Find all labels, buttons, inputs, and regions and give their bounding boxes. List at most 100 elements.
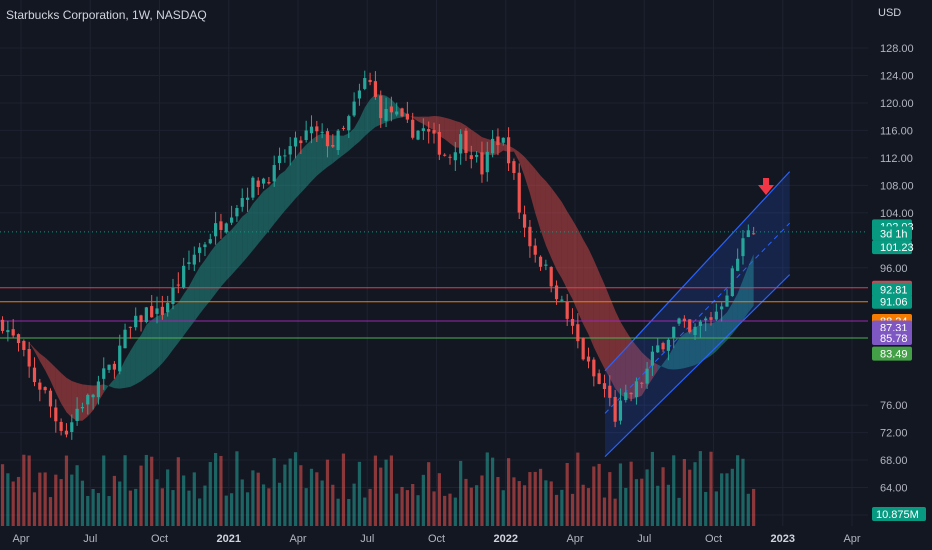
candle-body [86,394,90,405]
volume-bar [123,455,127,526]
candle-body [267,182,271,184]
candle-body [224,223,228,233]
ribbon-segment [679,333,685,370]
volume-bar [277,482,282,526]
volume-bar [730,468,734,526]
ribbon-segment [513,148,520,162]
volume-bar [357,461,362,526]
volume-bar [288,458,292,526]
ribbon-segment [748,254,754,313]
x-tick-label: Apr [289,533,306,545]
candle-body [48,390,53,407]
ribbon-segment [215,239,221,294]
candle-body [512,161,516,173]
volume-bar [27,455,31,526]
candle-body [229,217,234,223]
volume-bar [150,456,154,526]
volume-bar [75,465,79,526]
candle-body [251,177,255,198]
volume-bar [443,495,447,526]
volume-bar [208,462,212,526]
candle-body [150,306,154,318]
candle-body [192,254,196,265]
ribbon-segment [471,129,477,152]
candle-body [416,130,420,140]
candle-body [203,244,207,248]
volume-bar [512,477,516,526]
candle-body [171,287,175,304]
volume-bar [166,469,170,526]
volume-bar [283,464,287,526]
volume-bar [240,479,244,526]
candle-body [554,285,559,300]
candle-body [645,368,649,384]
ribbon-segment [247,203,253,257]
ribbon-segment [274,174,280,224]
candle-body [714,311,718,320]
volume-bar [112,475,116,526]
volume-bar [608,472,612,526]
volume-bar [411,483,415,526]
candle-body [693,326,697,336]
ribbon-segment [268,181,275,231]
candle-body [235,208,239,217]
candle-body [54,407,58,422]
candle-body [608,385,612,398]
x-tick-label: 2023 [771,533,795,545]
candle-body [240,198,244,207]
price-badge-label: 85.78 [880,333,908,345]
volume-bar [368,488,372,526]
x-tick-label: 2022 [494,533,518,545]
ribbon-segment [652,361,658,379]
candle-body [549,266,553,287]
volume-bar [91,489,95,526]
volume-bar [586,488,591,526]
time-axis[interactable]: Apr Jul Oct 2021 Apr Jul Oct 2022 Apr Jul Oct 2023 A… [12,533,860,545]
ribbon-segment [481,137,488,155]
volume-bar [640,478,644,526]
ribbon-segment [172,302,179,350]
x-tick-label: Oct [705,533,722,545]
candle-body [501,137,505,143]
horizontal-levels[interactable] [0,231,868,339]
ribbon-segment [34,348,40,362]
candle-body [395,111,399,115]
volume-bar [528,472,532,526]
candle-body [384,109,388,121]
candle-body [698,321,702,326]
candle-body [581,337,585,360]
candle-body [357,90,362,99]
volume-bar [352,483,356,526]
volume-bar [102,455,106,526]
volume-bar [144,454,148,526]
ribbon-segment [55,367,62,404]
volume-bar [720,473,724,526]
volume-bar [576,452,580,526]
ribbon-segment [188,276,195,329]
candle-body [309,126,314,134]
down-arrow-icon[interactable] [758,178,774,195]
volume-bar [704,491,708,526]
candle-body [315,126,319,132]
ribbon-segment [364,99,371,137]
volume-bar [427,462,431,526]
ribbon-segment [199,259,205,314]
ribbon-segment [183,286,189,336]
currency-label[interactable]: USD [878,7,902,19]
volume-bar [134,488,138,526]
volume-bar [448,493,452,526]
volume-bar [475,485,479,526]
ribbon-segment [599,272,605,369]
candle-body [475,154,479,157]
candle-body [6,330,10,333]
candle-body [661,343,665,350]
candle-body [432,130,436,134]
volume-bar [118,481,122,526]
volume-bar [395,493,399,526]
ribbon-segment [673,338,680,370]
ribbon-segment [151,316,158,374]
ribbon-segment [737,279,743,328]
candle-body [389,106,393,113]
price-axis[interactable]: 128.00 124.00 120.00 116.00 112.00 108.00 104.… [872,43,926,522]
